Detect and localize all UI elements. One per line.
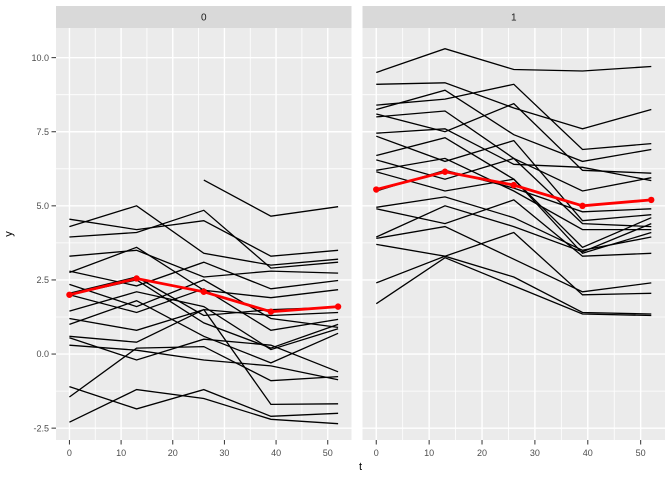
subject-trajectory-line (376, 135, 652, 222)
x-tick-label: 10 (116, 448, 126, 458)
facet-strip-1-label: 1 (511, 13, 517, 24)
subject-trajectory-line (376, 205, 652, 253)
y-axis: -2.5 0.0 2.5 5.0 7.5 10.0 (31, 53, 56, 433)
y-tick-label: 0.0 (36, 349, 49, 359)
subject-trajectory-line (376, 255, 652, 315)
subject-trajectory-line (69, 218, 339, 257)
mean-point (510, 181, 517, 189)
subject-trajectory-line (69, 344, 339, 381)
x-tick-label: 30 (219, 448, 229, 458)
subject-trajectory-line (376, 48, 652, 74)
y-tick-label: -2.5 (33, 423, 49, 433)
mean-point (334, 303, 342, 310)
subject-trajectory-line (69, 291, 339, 351)
subject-trajectory-line (69, 249, 339, 278)
y-tick-label: 2.5 (36, 275, 49, 285)
x-tick-label: 20 (168, 448, 178, 458)
subject-trajectory-line (375, 256, 652, 317)
x-axis-panel-1: 0 10 20 30 40 50 (374, 440, 646, 458)
x-tick-label: 40 (271, 448, 281, 458)
subject-trajectory-line (376, 157, 652, 231)
x-tick-label: 0 (67, 448, 72, 458)
mean-point (267, 308, 275, 315)
mean-point (133, 275, 140, 282)
x-tick-label: 0 (374, 448, 379, 458)
subject-trajectory-line (69, 388, 339, 425)
subject-trajectory-line (203, 179, 339, 217)
panel-0 (56, 28, 352, 440)
x-tick-label: 10 (424, 448, 434, 458)
y-tick-label: 10.0 (31, 53, 49, 63)
y-axis-title: y (3, 231, 15, 237)
subject-trajectory-line (69, 308, 339, 406)
x-tick-label: 40 (583, 448, 593, 458)
x-tick-label: 50 (636, 448, 646, 458)
subject-trajectory-line (69, 205, 339, 266)
mean-point (441, 168, 449, 175)
facet-strip-0-label: 0 (201, 13, 207, 24)
subject-trajectory-line (376, 89, 652, 163)
x-tick-label: 50 (323, 448, 333, 458)
subject-trajectory-line (376, 225, 652, 293)
y-tick-label: 7.5 (36, 127, 49, 137)
subject-trajectory-line (376, 128, 652, 182)
panel-background (362, 28, 665, 440)
mean-point (200, 288, 207, 295)
subject-trajectory-line (376, 231, 652, 296)
panel-1 (362, 28, 665, 440)
mean-point (579, 202, 586, 210)
subject-trajectory-line (69, 299, 339, 364)
mean-point (648, 196, 655, 204)
x-tick-label: 20 (477, 448, 487, 458)
subject-trajectory-line (69, 337, 339, 373)
x-tick-label: 30 (530, 448, 540, 458)
x-axis-panel-0: 0 10 20 30 40 50 (67, 440, 333, 458)
subject-trajectory-line (376, 199, 652, 257)
y-tick-label: 5.0 (36, 201, 49, 211)
subject-trajectory-line (376, 83, 652, 151)
subject-trajectory-line (376, 157, 652, 228)
subject-trajectory-line (69, 385, 339, 417)
subject-trajectory-line (69, 261, 339, 290)
subject-trajectory-line (376, 82, 652, 130)
mean-point (66, 291, 73, 298)
subject-trajectory-line (69, 209, 339, 269)
subject-trajectory-line (69, 279, 339, 329)
subject-trajectory-line (376, 196, 652, 251)
facet-strip-1 (362, 6, 665, 28)
mean-point (373, 186, 380, 193)
facet-strip-0 (56, 6, 352, 28)
subject-trajectory-line (69, 345, 339, 398)
x-axis-title: t (359, 461, 362, 473)
